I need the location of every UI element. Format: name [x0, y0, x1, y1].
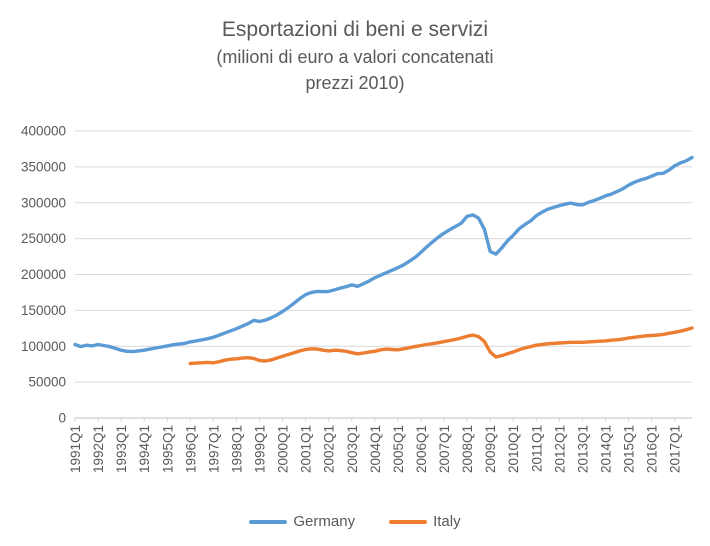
- y-tick-label: 50000: [28, 375, 66, 390]
- x-tick-label: 2002Q1: [322, 425, 337, 473]
- x-tick-label: 2005Q1: [391, 425, 406, 473]
- series-line-italy: [188, 326, 694, 366]
- x-tick-label: 1992Q1: [91, 425, 106, 473]
- x-tick-label: 2001Q1: [299, 425, 314, 473]
- germany-line-swatch-icon: [249, 519, 288, 524]
- chart-subtitle-line-2: prezzi 2010): [305, 73, 405, 93]
- x-tick-label: 2010Q1: [506, 425, 521, 473]
- chart-title: Esportazioni di beni e servizi: [221, 18, 489, 41]
- x-tick-label: 2012Q1: [552, 425, 567, 473]
- x-tick-label: 1994Q1: [137, 425, 152, 473]
- x-tick-label: 1999Q1: [253, 425, 268, 473]
- legend-label-germany: Germany: [293, 513, 356, 530]
- x-tick-label: 1991Q1: [68, 425, 83, 473]
- x-tick-label: 1995Q1: [160, 425, 175, 473]
- x-tick-label: 2007Q1: [437, 425, 452, 473]
- x-tick-label: 1996Q1: [183, 425, 198, 473]
- x-tick-label: 2017Q1: [668, 425, 683, 473]
- y-tick-label: 200000: [21, 267, 66, 282]
- x-tick-label: 1993Q1: [114, 425, 129, 473]
- chart-legend: Germany Italy: [0, 513, 710, 530]
- y-tick-label: 100000: [21, 339, 66, 354]
- legend-item-italy: Italy: [389, 513, 461, 530]
- x-tick-label: 2008Q1: [460, 425, 475, 473]
- x-tick-label: 2003Q1: [345, 425, 360, 473]
- x-tick-label: 2014Q1: [599, 425, 614, 473]
- y-tick-label: 350000: [21, 159, 66, 174]
- y-tick-label: 150000: [21, 303, 66, 318]
- x-tick-label: 1997Q1: [206, 425, 221, 473]
- x-tick-label: 2004Q1: [368, 425, 383, 473]
- italy-line-swatch-icon: [389, 519, 428, 524]
- x-tick-label: 2000Q1: [276, 425, 291, 473]
- legend-label-italy: Italy: [433, 513, 461, 530]
- x-tick-label: 2016Q1: [645, 425, 660, 473]
- x-tick-label: 2006Q1: [414, 425, 429, 473]
- chart-subtitle-line-1: (milioni di euro a valori concatenati: [216, 47, 494, 67]
- x-tick-label: 2013Q1: [575, 425, 590, 473]
- y-tick-label: 250000: [21, 231, 66, 246]
- y-tick-label: 400000: [21, 124, 66, 139]
- series-line-germany: [73, 155, 694, 354]
- legend-item-germany: Germany: [249, 513, 355, 530]
- x-tick-label: 2011Q1: [529, 425, 544, 472]
- y-tick-label: 0: [58, 411, 66, 426]
- x-tick-label: 2015Q1: [622, 425, 637, 473]
- y-tick-label: 300000: [21, 195, 66, 210]
- x-tick-label: 1998Q1: [229, 425, 244, 473]
- chart-title-block: Esportazioni di beni e servizi (milioni …: [0, 16, 710, 96]
- x-tick-label: 2009Q1: [483, 425, 498, 473]
